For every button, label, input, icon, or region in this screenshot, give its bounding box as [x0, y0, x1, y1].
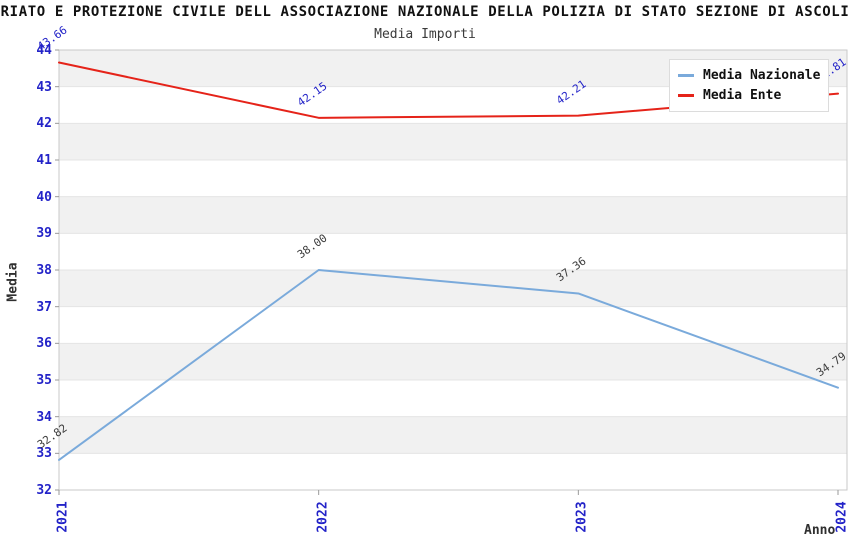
chart-title: RIATO E PROTEZIONE CIVILE DELL ASSOCIAZI… — [0, 4, 850, 20]
grid-band — [59, 123, 847, 160]
legend-item-media-ente: Media Ente — [678, 85, 820, 105]
y-axis-title: Media — [5, 262, 21, 302]
y-tick-label: 32 — [36, 483, 52, 498]
legend-item-media-nazionale: Media Nazionale — [678, 65, 820, 85]
y-tick-label: 34 — [36, 409, 52, 425]
legend-box: Media Nazionale Media Ente — [669, 59, 829, 112]
grid-band — [59, 270, 847, 307]
media-nazionale-line-swatch — [678, 73, 694, 77]
y-tick-label: 44 — [36, 43, 52, 58]
x-tick-label: 2023 — [574, 501, 590, 533]
grid-band — [59, 380, 847, 417]
grid-band — [59, 416, 847, 454]
y-tick-label: 40 — [36, 189, 52, 205]
y-tick-label: 38 — [36, 263, 52, 278]
grid-band — [59, 343, 847, 380]
series-line-media-nazionale — [58, 269, 840, 461]
x-tick-label: 2022 — [315, 501, 331, 533]
grid-band — [59, 233, 847, 270]
chart-title-wrap: RIATO E PROTEZIONE CIVILE DELL ASSOCIAZI… — [0, 4, 850, 24]
x-axis-title: Anno — [804, 523, 836, 538]
legend-label-media-ente: Media Ente — [703, 87, 782, 103]
grid-band — [59, 453, 847, 490]
y-tick-label: 36 — [36, 336, 52, 352]
y-tick-label: 41 — [36, 153, 52, 168]
y-tick-label: 33 — [36, 446, 52, 462]
grid-band — [59, 196, 847, 234]
grid-band — [59, 160, 847, 197]
y-tick-label: 39 — [36, 226, 52, 242]
y-tick-label: 37 — [36, 299, 52, 315]
y-tick-label: 42 — [36, 116, 52, 132]
x-tick-label: 2024 — [834, 501, 850, 533]
y-tick-label: 35 — [36, 373, 52, 388]
grid-band — [59, 306, 847, 344]
chart-subtitle: Media Importi — [374, 27, 476, 42]
x-tick-label: 2021 — [55, 501, 71, 533]
legend-label-media-nazionale: Media Nazionale — [703, 67, 821, 83]
y-tick-label: 43 — [36, 79, 52, 95]
media-ente-line-swatch — [678, 93, 694, 97]
